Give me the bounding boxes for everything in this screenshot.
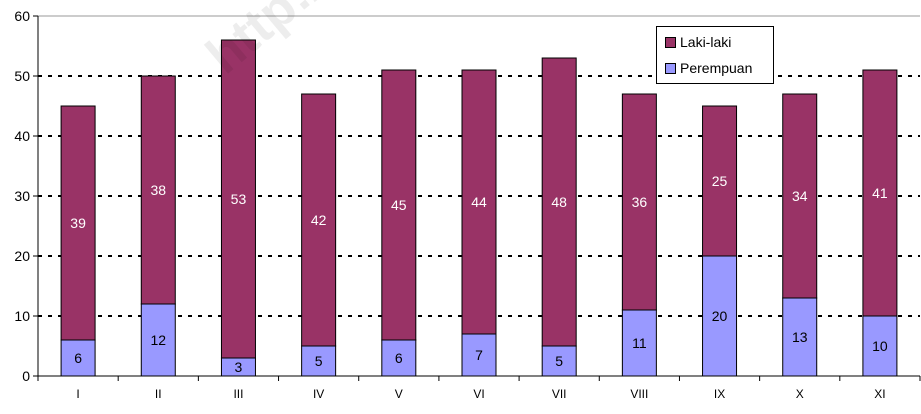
data-label-laki-laki: 25 [712, 173, 728, 189]
bar-segment-laki-laki [220, 39, 256, 359]
x-tick-label: VII [552, 387, 567, 401]
data-label-perempuan: 13 [792, 329, 808, 345]
bar-segment-laki-laki [301, 93, 337, 347]
y-tick-label: 50 [14, 68, 30, 84]
x-tick-label: VI [473, 387, 484, 401]
y-tick-label: 20 [14, 248, 30, 264]
x-tick-label: VIII [630, 387, 648, 401]
data-label-laki-laki: 38 [150, 182, 166, 198]
legend-item-perempuan: Perempuan [665, 60, 752, 76]
bar-segment-laki-laki [381, 69, 417, 341]
data-label-laki-laki: 39 [70, 215, 86, 231]
bar-segment-perempuan [60, 339, 96, 377]
legend-swatch-perempuan [665, 62, 676, 74]
y-tick-label: 30 [14, 188, 30, 204]
data-label-laki-laki: 41 [872, 185, 888, 201]
data-label-laki-laki: 44 [471, 194, 487, 210]
bar-segment-laki-laki [862, 69, 898, 317]
data-label-perempuan: 6 [395, 350, 403, 366]
data-label-perempuan: 11 [632, 335, 647, 351]
bar-segment-laki-laki [702, 105, 738, 257]
data-label-laki-laki: 36 [632, 194, 648, 210]
data-label-laki-laki: 34 [792, 188, 808, 204]
bar-segment-perempuan [381, 339, 417, 377]
x-tick-label: XI [874, 387, 885, 401]
x-tick-label: X [796, 387, 804, 401]
data-label-laki-laki: 48 [551, 194, 567, 210]
bar-segment-perempuan [461, 333, 497, 377]
x-tick-label: II [155, 387, 162, 401]
data-label-laki-laki: 45 [391, 197, 407, 213]
legend-label-perempuan: Perempuan [680, 60, 753, 76]
bar-segment-laki-laki [621, 93, 657, 311]
x-tick-label: IX [714, 387, 725, 401]
y-tick-label: 10 [14, 308, 30, 324]
data-label-perempuan: 20 [712, 308, 728, 324]
bar-segment-perempuan [782, 297, 818, 377]
data-label-perempuan: 12 [150, 332, 166, 348]
data-label-laki-laki: 53 [231, 191, 247, 207]
data-label-perempuan: 10 [872, 338, 888, 354]
x-tick-label: V [395, 387, 403, 401]
data-label-laki-laki: 42 [311, 212, 327, 228]
bar-segment-laki-laki [541, 57, 577, 347]
x-tick-label: III [233, 387, 243, 401]
legend: Laki-laki Perempuan [656, 26, 774, 84]
bar-segment-laki-laki [60, 105, 96, 341]
data-label-perempuan: 5 [555, 353, 563, 369]
y-tick-label: 0 [22, 368, 30, 384]
legend-label-laki-laki: Laki-laki [680, 34, 732, 50]
bar-segment-laki-laki [782, 93, 818, 299]
legend-item-laki-laki: Laki-laki [665, 34, 731, 50]
data-label-perempuan: 6 [74, 350, 82, 366]
bar-segment-perempuan [702, 255, 738, 377]
bar-segment-perempuan [140, 303, 176, 377]
y-tick-label: 40 [14, 128, 30, 144]
bar-segment-laki-laki [461, 69, 497, 335]
data-label-perempuan: 3 [235, 359, 243, 375]
legend-swatch-laki-laki [665, 36, 676, 48]
x-tick-label: IV [313, 387, 324, 401]
bar-segment-perempuan [862, 315, 898, 377]
x-tick-label: I [76, 387, 79, 401]
bar-segment-perempuan [621, 309, 657, 377]
y-tick-label: 60 [14, 8, 30, 24]
data-label-perempuan: 7 [475, 347, 483, 363]
bar-segment-laki-laki [140, 75, 176, 305]
bar-segment-perempuan [541, 345, 577, 377]
data-label-perempuan: 5 [315, 353, 323, 369]
